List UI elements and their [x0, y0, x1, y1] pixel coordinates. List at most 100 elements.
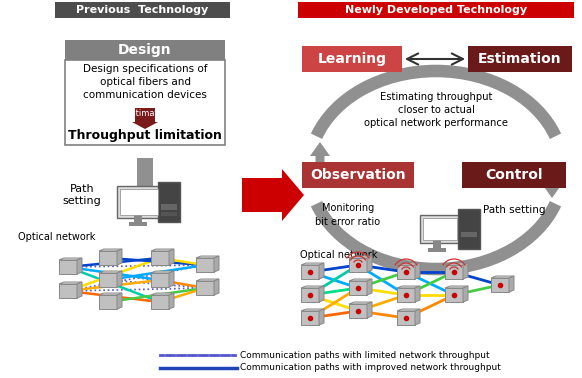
FancyBboxPatch shape — [298, 2, 574, 18]
Polygon shape — [349, 256, 372, 258]
Polygon shape — [59, 258, 82, 260]
Polygon shape — [397, 265, 415, 279]
Polygon shape — [151, 273, 169, 287]
Polygon shape — [117, 249, 122, 265]
Polygon shape — [169, 249, 174, 265]
Polygon shape — [445, 286, 468, 288]
Polygon shape — [491, 276, 514, 278]
FancyArrow shape — [131, 158, 159, 203]
Polygon shape — [349, 302, 372, 304]
FancyBboxPatch shape — [161, 212, 177, 216]
FancyArrow shape — [542, 170, 562, 198]
Text: Communication paths with improved network throughput: Communication paths with improved networ… — [240, 364, 501, 372]
Polygon shape — [77, 282, 82, 298]
Polygon shape — [99, 249, 122, 251]
Text: Throughput limitation: Throughput limitation — [68, 130, 222, 143]
Polygon shape — [301, 265, 319, 279]
Polygon shape — [491, 278, 509, 292]
Polygon shape — [397, 288, 415, 302]
Polygon shape — [59, 282, 82, 284]
Polygon shape — [169, 271, 174, 287]
Text: Newly Developed Technology: Newly Developed Technology — [345, 5, 527, 15]
Polygon shape — [445, 288, 463, 302]
Polygon shape — [509, 276, 514, 292]
Polygon shape — [349, 304, 367, 318]
Polygon shape — [196, 256, 219, 258]
Text: Path
setting: Path setting — [63, 184, 101, 206]
FancyArrow shape — [310, 142, 330, 170]
Text: Estimating throughput
closer to actual
optical network performance: Estimating throughput closer to actual o… — [364, 92, 508, 128]
Polygon shape — [151, 293, 174, 295]
Polygon shape — [445, 263, 468, 265]
FancyBboxPatch shape — [461, 232, 477, 237]
Polygon shape — [319, 286, 324, 302]
Polygon shape — [415, 263, 420, 279]
Polygon shape — [99, 273, 117, 287]
Polygon shape — [214, 256, 219, 272]
Polygon shape — [463, 263, 468, 279]
Polygon shape — [367, 302, 372, 318]
Polygon shape — [445, 265, 463, 279]
Polygon shape — [169, 293, 174, 309]
Polygon shape — [415, 309, 420, 325]
Polygon shape — [319, 309, 324, 325]
Polygon shape — [117, 271, 122, 287]
Polygon shape — [397, 263, 420, 265]
FancyBboxPatch shape — [117, 186, 161, 218]
Polygon shape — [463, 286, 468, 302]
Polygon shape — [301, 288, 319, 302]
Text: Monitoring
bit error ratio: Monitoring bit error ratio — [315, 203, 381, 226]
Text: Design: Design — [118, 43, 172, 57]
FancyBboxPatch shape — [161, 204, 177, 210]
Text: Estimate: Estimate — [126, 108, 164, 118]
Polygon shape — [151, 251, 169, 265]
Polygon shape — [349, 281, 367, 295]
Text: Communication paths with limited network throughput: Communication paths with limited network… — [240, 350, 489, 359]
Polygon shape — [151, 295, 169, 309]
Polygon shape — [319, 263, 324, 279]
Polygon shape — [214, 279, 219, 295]
Text: Path setting: Path setting — [482, 205, 545, 215]
FancyBboxPatch shape — [55, 2, 230, 18]
FancyBboxPatch shape — [120, 189, 158, 215]
Polygon shape — [367, 279, 372, 295]
Polygon shape — [415, 286, 420, 302]
FancyBboxPatch shape — [458, 209, 480, 249]
Polygon shape — [301, 263, 324, 265]
FancyArrow shape — [132, 108, 158, 129]
Polygon shape — [59, 260, 77, 274]
Polygon shape — [77, 258, 82, 274]
Polygon shape — [99, 271, 122, 273]
FancyBboxPatch shape — [428, 248, 446, 252]
Text: Optical network: Optical network — [18, 232, 95, 242]
Polygon shape — [196, 281, 214, 295]
Polygon shape — [349, 258, 367, 272]
FancyBboxPatch shape — [468, 46, 572, 72]
Polygon shape — [397, 309, 420, 311]
FancyArrow shape — [242, 169, 304, 221]
FancyBboxPatch shape — [134, 215, 142, 223]
Polygon shape — [151, 249, 174, 251]
FancyBboxPatch shape — [129, 222, 147, 226]
Polygon shape — [301, 286, 324, 288]
FancyBboxPatch shape — [420, 215, 460, 243]
Polygon shape — [99, 293, 122, 295]
FancyBboxPatch shape — [302, 162, 414, 188]
FancyBboxPatch shape — [65, 40, 225, 60]
FancyBboxPatch shape — [462, 162, 566, 188]
Polygon shape — [99, 251, 117, 265]
Text: Learning: Learning — [318, 52, 386, 66]
Text: Observation: Observation — [310, 168, 406, 182]
Polygon shape — [99, 295, 117, 309]
Polygon shape — [397, 311, 415, 325]
Text: Design specifications of
optical fibers and
communication devices: Design specifications of optical fibers … — [83, 64, 207, 100]
Text: Control: Control — [485, 168, 543, 182]
Polygon shape — [151, 271, 174, 273]
Text: Estimation: Estimation — [478, 52, 562, 66]
Polygon shape — [196, 279, 219, 281]
FancyBboxPatch shape — [423, 218, 457, 240]
Polygon shape — [367, 256, 372, 272]
Polygon shape — [397, 286, 420, 288]
Polygon shape — [301, 309, 324, 311]
Text: Previous  Technology: Previous Technology — [76, 5, 208, 15]
